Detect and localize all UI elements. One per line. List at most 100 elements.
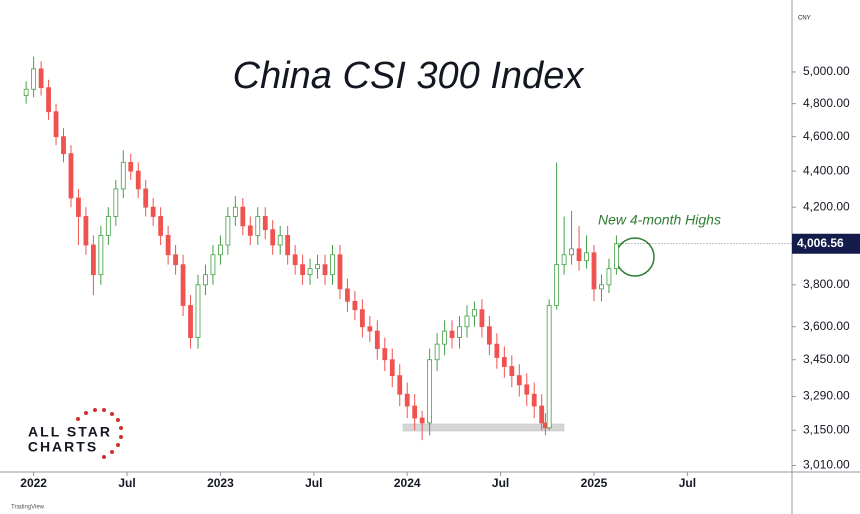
candles (23, 56, 619, 441)
candle-body (135, 170, 141, 190)
candle-body (307, 268, 313, 276)
candle-body (98, 234, 104, 276)
candle-body (255, 216, 261, 236)
candle-body (449, 330, 455, 338)
candle-body (105, 216, 111, 236)
candle-body (113, 188, 119, 217)
y-tick-label: 4,800.00 (803, 96, 850, 110)
x-tick-label: Jul (305, 476, 322, 490)
candle-body (38, 68, 44, 89)
candle-body (277, 234, 283, 246)
last-price-label: 4,006.56 (797, 236, 844, 250)
last-price-tag (792, 233, 860, 254)
candle-body (486, 326, 492, 345)
candle-body (546, 305, 552, 429)
candle-body (472, 309, 477, 317)
candle-body (262, 216, 268, 231)
candle-body (591, 252, 597, 290)
candle-body (150, 206, 156, 217)
candle-body (576, 248, 582, 262)
x-tick-label: 2025 (581, 476, 608, 490)
candle-body (524, 384, 530, 395)
candle-body (315, 264, 320, 270)
candle-body (539, 405, 545, 424)
candle-body (23, 88, 29, 96)
candle-body (561, 254, 567, 266)
x-tick-label: 2022 (20, 476, 47, 490)
candle-body (606, 268, 612, 286)
candle-body (554, 264, 560, 306)
candle-body (188, 305, 193, 338)
candle-body (442, 330, 447, 345)
candle-body (128, 161, 134, 172)
candle-body (389, 359, 395, 377)
candle-body (83, 216, 89, 246)
candle-body (434, 343, 440, 361)
candle-body (240, 206, 246, 227)
candle-body (322, 264, 328, 276)
candle-body (203, 274, 208, 286)
candle-body (367, 326, 373, 332)
candle-body (501, 357, 507, 367)
x-tick-label: 2024 (394, 476, 421, 490)
candle-body (345, 288, 350, 302)
candle-body (494, 343, 500, 358)
candle-body (195, 284, 201, 338)
candle-body (143, 188, 149, 208)
candle-body (120, 161, 126, 190)
candle-body (457, 326, 462, 338)
chart-title: China CSI 300 Index (233, 55, 586, 97)
candle-body (61, 136, 66, 155)
candle-body (165, 234, 171, 256)
candle-body (232, 206, 238, 217)
candle-body (225, 216, 231, 246)
y-tick-label: 3,150.00 (803, 422, 850, 436)
candle-body (46, 87, 51, 113)
candle-body (479, 309, 485, 328)
candle-body (210, 254, 216, 276)
x-tick-label: Jul (118, 476, 135, 490)
candle-body (531, 393, 537, 407)
candle-body (509, 366, 515, 377)
watermark: TradingView (11, 505, 45, 511)
candle-body (352, 300, 358, 311)
candle-body (516, 375, 522, 386)
candle-body (53, 111, 59, 138)
y-tick-label: 3,290.00 (803, 389, 850, 403)
support-zone (402, 423, 565, 432)
candle-body (404, 393, 410, 407)
y-tick-label: 4,200.00 (803, 199, 850, 213)
logo-stars (76, 408, 123, 459)
candle-body (300, 264, 306, 276)
candle-body (292, 254, 298, 266)
candle-body (31, 68, 37, 90)
y-tick-label: 3,450.00 (803, 352, 850, 366)
logo-line: ALL STAR (28, 424, 112, 440)
x-tick-label: 2023 (207, 476, 234, 490)
candle-body (412, 405, 418, 419)
candle-body (173, 254, 178, 266)
logo: ALL STAR CHARTS (28, 408, 123, 459)
candle-body (359, 309, 365, 328)
candle-body (337, 254, 343, 290)
candle-body (330, 254, 335, 276)
candle-body (180, 264, 186, 306)
candle-body (382, 348, 388, 361)
y-tick-label: 3,800.00 (803, 277, 850, 291)
y-tick-label: 3,010.00 (803, 458, 850, 472)
candle-body (569, 248, 574, 256)
currency-label: CNY (798, 16, 811, 22)
y-tick-label: 5,000.00 (803, 64, 850, 78)
candle-body (76, 197, 81, 217)
candle-body (270, 229, 276, 246)
candle-body (247, 225, 253, 236)
candle-body (599, 284, 604, 290)
candle-body (584, 252, 589, 262)
x-tick-label: Jul (492, 476, 509, 490)
candle-body (419, 417, 425, 424)
annotation: New 4-month Highs (598, 212, 721, 228)
x-tick-label: Jul (679, 476, 696, 490)
candle-body (614, 243, 619, 270)
y-tick-label: 4,400.00 (803, 163, 850, 177)
